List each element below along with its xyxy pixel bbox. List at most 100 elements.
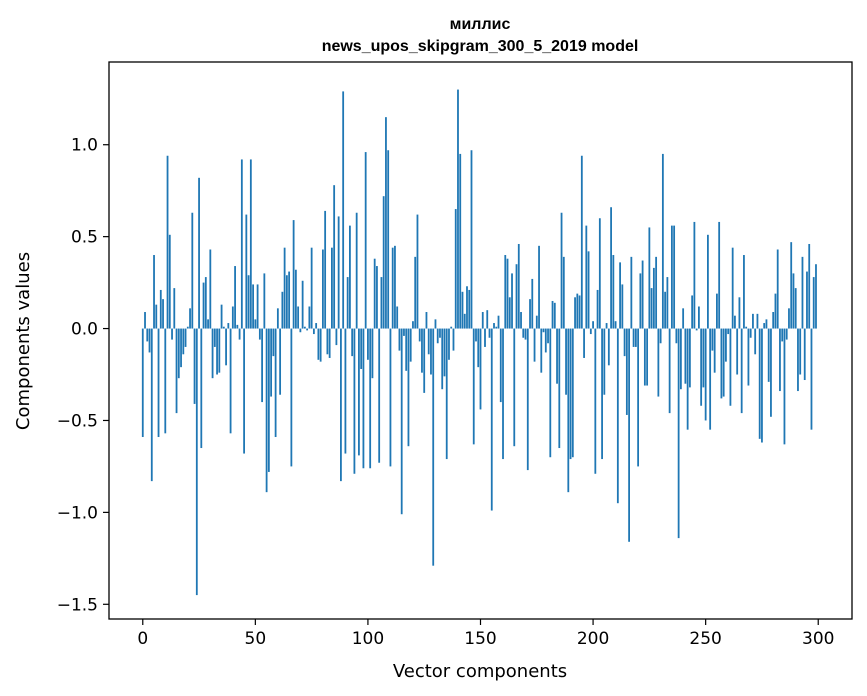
bar-277 (765, 319, 768, 329)
bar-127 (427, 328, 430, 355)
bar-58 (272, 328, 275, 357)
bar-49 (252, 284, 254, 329)
bar-45 (243, 328, 245, 454)
bar-42 (236, 324, 239, 329)
bar-44 (240, 159, 243, 329)
bar-146 (470, 150, 473, 329)
bar-101 (369, 328, 372, 469)
bar-210 (614, 321, 617, 329)
bar-12 (168, 234, 171, 329)
bar-91 (346, 277, 349, 329)
bar-197 (585, 225, 588, 329)
bar-225 (648, 227, 651, 329)
bar-244 (691, 295, 694, 329)
bar-98 (362, 328, 365, 469)
bar-97 (360, 328, 363, 369)
bar-248 (700, 328, 703, 406)
bar-69 (297, 306, 300, 329)
bar-59 (274, 328, 277, 438)
chart-subtitle: news_upos_skipgram_300_5_2019 model (322, 38, 639, 55)
bar-129 (432, 328, 435, 566)
bar-249 (702, 328, 705, 388)
bar-119 (409, 328, 412, 362)
bar-111 (391, 247, 394, 329)
bar-87 (337, 216, 340, 329)
bar-67 (292, 220, 295, 329)
bar-145 (468, 289, 471, 329)
y-tick-label: −1.0 (57, 503, 98, 523)
bar-23 (193, 328, 196, 404)
x-axis: 0 50 100 150 200 250 300 (137, 619, 834, 649)
bar-147 (472, 328, 475, 445)
bar-79 (319, 328, 322, 362)
bar-77 (315, 323, 318, 329)
bar-157 (495, 326, 498, 329)
bar-272 (754, 328, 757, 355)
bar-262 (731, 247, 734, 329)
bar-182 (551, 300, 554, 329)
bar-227 (652, 267, 655, 329)
bar-205 (603, 328, 606, 395)
bar-32 (213, 328, 216, 347)
bar-34 (218, 328, 221, 373)
bar-139 (454, 209, 457, 329)
bar-228 (655, 256, 658, 329)
bar-117 (405, 328, 408, 371)
bar-204 (601, 328, 603, 460)
bar-267 (743, 255, 745, 329)
bar-159 (499, 328, 502, 403)
bar-109 (387, 150, 390, 329)
bar-107 (382, 196, 385, 329)
bar-61 (279, 328, 282, 395)
bar-60 (276, 308, 279, 329)
bar-114 (398, 328, 401, 351)
bar-22 (191, 212, 194, 329)
bar-219 (634, 328, 637, 347)
bar-130 (434, 319, 437, 329)
bar-183 (553, 302, 556, 329)
bar-218 (632, 328, 635, 347)
bar-243 (688, 328, 691, 388)
bar-190 (569, 328, 572, 460)
bar-50 (254, 319, 257, 329)
bar-236 (673, 225, 676, 329)
bar-156 (493, 323, 495, 329)
bar-99 (364, 152, 367, 329)
bar-74 (308, 306, 311, 329)
bar-153 (486, 310, 489, 329)
bar-31 (211, 328, 214, 379)
y-axis-label: Components values (13, 252, 34, 430)
bar-26 (200, 328, 203, 449)
bar-14 (173, 288, 176, 329)
bar-201 (594, 328, 597, 474)
bar-223 (643, 328, 646, 386)
x-tick-label: 150 (464, 629, 496, 649)
bar-177 (540, 328, 543, 373)
bar-53 (261, 328, 263, 403)
bar-110 (389, 328, 392, 467)
bar-29 (207, 319, 209, 329)
bar-55 (265, 328, 268, 493)
bar-148 (475, 328, 477, 342)
bar-124 (421, 328, 423, 373)
bar-238 (677, 328, 680, 539)
bar-250 (704, 328, 707, 421)
bar-136 (448, 328, 450, 360)
bar-257 (720, 328, 723, 399)
bar-162 (506, 258, 509, 329)
bar-245 (693, 221, 696, 329)
bar-17 (180, 328, 182, 368)
bar-261 (729, 328, 732, 406)
bar-254 (713, 328, 716, 373)
bar-4 (150, 328, 153, 482)
bar-71 (301, 280, 304, 329)
bar-235 (670, 225, 673, 329)
bar-165 (513, 328, 516, 447)
bar-121 (414, 256, 417, 329)
bar-62 (281, 291, 284, 329)
bar-286 (785, 328, 788, 340)
bar-186 (560, 212, 563, 329)
bar-239 (679, 328, 682, 390)
bar-212 (619, 262, 621, 329)
bar-13 (171, 328, 173, 340)
